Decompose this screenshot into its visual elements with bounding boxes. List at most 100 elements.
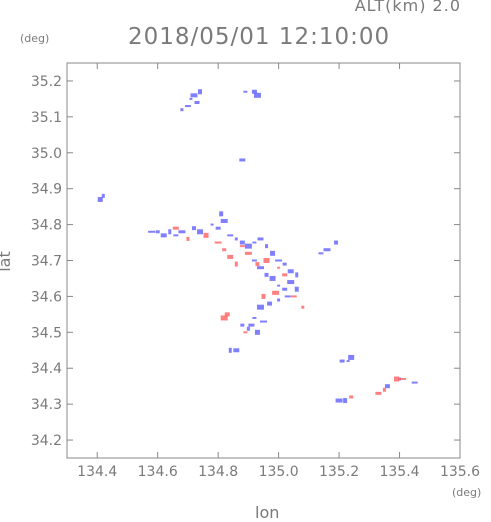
echo-point [234,237,238,241]
echo-point [220,219,228,223]
echo-point [256,304,264,310]
echo-point [334,240,339,245]
echo-point [260,320,267,323]
echo-point [189,97,193,100]
echo-point [301,305,305,309]
y-tick-label: 34.9 [31,182,62,198]
timestamp-title: 2018/05/01 12:10:00 [128,24,391,50]
echo-point [227,234,234,237]
echo-point [275,259,283,262]
echo-point [168,229,172,235]
echo-point [160,233,167,238]
echo-point [267,301,273,306]
echo-point [277,266,281,269]
echo-point [277,284,281,287]
y-axis-unit: (deg) [20,32,50,45]
echo-point [399,378,407,380]
echo-point [252,316,257,319]
echo-marks [97,89,418,404]
echo-point [261,293,266,299]
echo-point [295,272,299,278]
echo-point [224,312,230,317]
echo-point [178,230,186,234]
echo-point [294,286,299,292]
echo-point [222,248,227,252]
echo-point [270,250,276,256]
x-tick-label: 134.4 [77,464,117,480]
echo-point [97,196,103,202]
echo-point [272,290,280,295]
echo-point [282,273,288,277]
echo-point [148,230,156,233]
echo-point [194,101,200,104]
echo-point [349,395,354,399]
echo-point [219,211,224,217]
echo-point [375,391,382,395]
x-axis-label: lon [255,503,280,522]
y-tick-label: 35.2 [31,74,62,90]
x-axis-unit: (deg) [452,486,482,499]
echo-point [243,90,248,93]
echo-point [282,287,288,291]
echo-point [246,326,250,331]
x-tick-label: 134.8 [198,464,238,480]
echo-point [394,376,400,382]
y-tick-label: 34.4 [31,361,62,377]
echo-point [180,108,184,112]
y-tick-label: 34.5 [31,325,62,341]
echo-point [287,269,294,274]
echo-point [155,230,160,234]
echo-point [101,193,105,198]
echo-point [255,262,260,267]
echo-point [220,315,228,321]
echo-point [244,251,252,255]
echo-point [243,331,248,334]
echo-point [346,360,350,363]
echo-point [256,266,264,270]
x-tick-label: 135.6 [440,464,480,480]
echo-point [269,275,276,281]
echo-point [251,259,257,262]
axis-ticks: 134.4 134.6 134.8 135.0 135.2 135.4 135.6 34.2 3… [31,63,480,480]
echo-point [335,398,343,403]
echo-point [339,359,345,363]
echo-point [184,105,191,108]
echo-point [191,226,196,231]
x-tick-label: 135.0 [259,464,299,480]
echo-point [248,323,255,327]
echo-point [265,244,269,249]
echo-point [348,354,355,360]
echo-point [282,262,287,266]
echo-point [253,92,261,98]
echo-point [290,295,297,298]
echo-point [186,236,190,241]
echo-point [173,234,179,237]
echo-point [252,241,257,244]
echo-point [215,226,221,230]
x-tick-label: 134.6 [138,464,178,480]
echo-point [287,280,295,285]
echo-point [257,237,264,241]
y-tick-label: 34.7 [31,254,62,270]
echo-point [343,398,348,404]
echo-point [172,226,179,230]
echo-point [197,229,204,235]
echo-point [384,384,390,389]
echo-point [228,347,232,353]
echo-point [190,93,198,98]
echo-point [239,158,246,162]
echo-point [323,248,331,252]
echo-point [254,329,260,335]
x-tick-label: 135.2 [319,464,359,480]
echo-point [284,295,291,298]
y-tick-label: 34.6 [31,289,62,305]
y-tick-label: 35.1 [31,110,62,126]
echo-point [203,232,209,238]
x-tick-label: 135.4 [379,464,419,480]
y-tick-label: 34.8 [31,218,62,234]
echo-point [234,261,238,267]
altitude-label: ALT(km) 2.0 [354,0,461,15]
echo-point [239,240,245,245]
y-tick-label: 34.2 [31,433,62,449]
echo-point [198,89,203,95]
